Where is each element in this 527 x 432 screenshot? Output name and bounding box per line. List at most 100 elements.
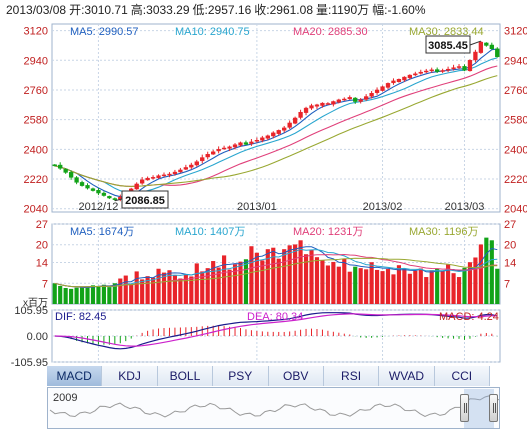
- volume-bar: [161, 272, 167, 304]
- indicator-tabs: MACD KDJ BOLL PSY OBV RSI WVAD CCI: [47, 366, 490, 386]
- volume-y-tick-label-right: 14: [504, 258, 516, 270]
- volume-bar: [336, 266, 341, 304]
- low-value: 2957.16: [207, 3, 252, 17]
- candle-body: [467, 60, 473, 72]
- price-y-tick-label: 3120: [24, 26, 48, 38]
- candle-body: [287, 122, 292, 128]
- navigator-history-line: [49, 395, 499, 418]
- volume-bar: [446, 264, 451, 304]
- candle-body: [336, 99, 341, 103]
- volume-bar: [112, 283, 117, 304]
- macd-dea-line: [54, 313, 498, 347]
- volume-bar: [58, 285, 63, 304]
- volume-bar: [418, 268, 423, 304]
- tab-macd[interactable]: MACD: [47, 366, 103, 386]
- navigator-year-label: 2009: [53, 392, 78, 404]
- candle-body: [407, 74, 413, 79]
- stock-chart[interactable]: 2040 2040 2220 2220 2400 2400 2580 2580 2760 2760…: [0, 0, 527, 366]
- candle-body: [374, 89, 380, 93]
- tab-boll[interactable]: BOLL: [157, 366, 214, 386]
- volume-bar: [473, 257, 478, 304]
- candle-body: [495, 48, 500, 58]
- candle-body: [298, 111, 303, 118]
- candle-body: [489, 44, 494, 49]
- candle-body: [79, 182, 85, 186]
- candle-body: [68, 172, 74, 178]
- candle-body: [232, 144, 238, 148]
- candle-body: [254, 140, 260, 142]
- price-ma-legend-1: MA10: 2940.75: [175, 26, 250, 38]
- volume-ma-legend-2: MA20: 1231万: [293, 226, 363, 238]
- navigator-right-handle[interactable]: [489, 394, 498, 422]
- volume-ma30-line: [54, 257, 498, 288]
- candle-body: [58, 164, 63, 169]
- candle-body: [200, 157, 205, 162]
- price-x-tick-label: 2013/02: [363, 201, 403, 213]
- tab-kdj[interactable]: KDJ: [102, 366, 158, 386]
- tab-psy[interactable]: PSY: [213, 366, 269, 386]
- volume-bar: [353, 266, 358, 304]
- volume-bar: [440, 271, 445, 304]
- volume-bar: [265, 249, 270, 304]
- range-navigator[interactable]: 2009: [47, 387, 500, 429]
- volume-bar: [402, 268, 407, 304]
- volume-ma-legend-1: MA10: 1407万: [175, 226, 245, 238]
- volume-bar: [287, 245, 292, 304]
- volume-bar: [238, 261, 243, 304]
- volume-bar: [424, 277, 429, 304]
- candle-body: [221, 147, 227, 150]
- price-y-tick-label: 2760: [24, 85, 48, 97]
- candle-body: [418, 71, 423, 74]
- tab-rsi[interactable]: RSI: [323, 366, 380, 386]
- volume-bar: [276, 258, 281, 304]
- price-y-tick-label-right: 2040: [504, 204, 527, 216]
- close-label: 收:: [254, 3, 270, 17]
- candle-body: [292, 117, 298, 124]
- volume-bar: [260, 260, 265, 304]
- tab-obv[interactable]: OBV: [268, 366, 324, 386]
- tab-cci[interactable]: CCI: [434, 366, 490, 386]
- volume-ma-legend-0: MA5: 1674万: [70, 226, 134, 238]
- candle-body: [238, 142, 243, 146]
- navigator-left-handle[interactable]: [460, 394, 469, 422]
- candle-body: [150, 177, 156, 179]
- candle-body: [85, 185, 90, 189]
- volume-ma-legend-3: MA30: 1196万: [409, 226, 479, 238]
- tab-wvad[interactable]: WVAD: [379, 366, 435, 386]
- candle-body: [424, 70, 429, 73]
- quote-date: 2013/03/08: [6, 3, 67, 17]
- macd-y-tick-label: 0.00: [27, 331, 48, 343]
- volume-bar: [456, 277, 462, 304]
- candle-body: [358, 99, 363, 102]
- volume-bar: [249, 246, 254, 304]
- candle-body: [380, 86, 385, 91]
- volume-bar: [189, 276, 194, 304]
- volume-bar: [211, 261, 216, 304]
- price-y-tick-label: 2580: [24, 115, 48, 127]
- candle-body: [145, 177, 150, 181]
- price-y-tick-label: 2220: [24, 174, 48, 186]
- price-y-tick-label: 2040: [24, 204, 48, 216]
- volume-bar: [200, 271, 205, 304]
- change-label: 幅:: [372, 3, 388, 17]
- candle-body: [282, 127, 287, 131]
- candle-body: [156, 175, 161, 178]
- price-y-tick-label-right: 2940: [504, 55, 527, 67]
- price-x-tick-label: 2013/03: [445, 201, 485, 213]
- candle-body: [134, 183, 139, 190]
- volume-bar: [495, 268, 500, 304]
- candle-body: [429, 69, 434, 72]
- price-y-tick-label: 2400: [24, 144, 48, 156]
- volume-bar: [107, 287, 112, 304]
- volume-bar: [331, 261, 336, 304]
- high-label: 高:: [130, 3, 147, 17]
- candle-body: [276, 130, 281, 134]
- volume-bar: [123, 275, 128, 304]
- candle-body: [189, 164, 194, 168]
- volume-bar: [407, 273, 412, 304]
- candle-body: [320, 102, 325, 106]
- volume-bar: [118, 278, 123, 304]
- volume-bar: [478, 244, 483, 304]
- candle-body: [303, 107, 309, 113]
- volume-value: 1190万: [331, 3, 370, 17]
